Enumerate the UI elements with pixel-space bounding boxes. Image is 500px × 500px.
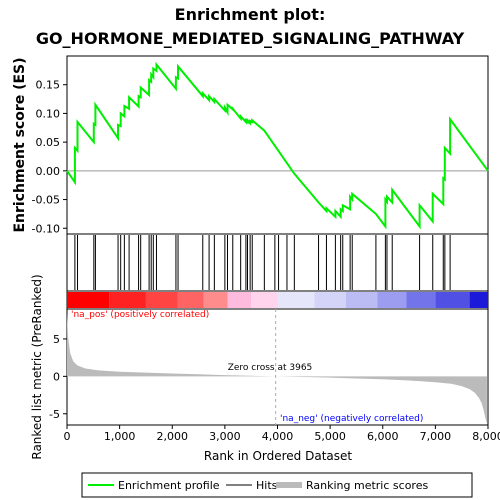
chart-title-line2: GO_HORMONE_MEDIATED_SIGNALING_PATHWAY bbox=[36, 29, 465, 48]
heat-segment bbox=[314, 292, 346, 308]
enrichment-profile-line bbox=[66, 61, 489, 230]
x-tick-label: 6,000 bbox=[367, 430, 399, 443]
x-tick-label: 3,000 bbox=[209, 430, 241, 443]
es-y-tick-label: -0.05 bbox=[32, 194, 60, 207]
heat-segment bbox=[177, 292, 204, 308]
x-tick-label: 0 bbox=[64, 430, 71, 443]
heat-segment bbox=[251, 292, 278, 308]
heat-segment bbox=[67, 292, 110, 308]
x-tick-label: 1,000 bbox=[104, 430, 136, 443]
heat-segment bbox=[109, 292, 146, 308]
metric-y-tick-label: -5 bbox=[49, 408, 60, 421]
heat-segment bbox=[203, 292, 228, 308]
x-axis-label: Rank in Ordered Dataset bbox=[204, 449, 352, 463]
heat-segment bbox=[227, 292, 252, 308]
es-panel-frame bbox=[66, 55, 489, 235]
es-y-axis-label: Enrichment score (ES) bbox=[12, 57, 28, 232]
heat-segment bbox=[435, 292, 470, 308]
legend-profile-label: Enrichment profile bbox=[118, 479, 220, 492]
x-tick-label: 2,000 bbox=[157, 430, 189, 443]
es-y-tick-label: 0.15 bbox=[36, 79, 61, 92]
metric-y-tick-label: 0 bbox=[53, 370, 60, 383]
metric-y-tick-label: 5 bbox=[53, 333, 60, 346]
heat-segment bbox=[145, 292, 178, 308]
hits-panel-frame bbox=[66, 233, 489, 292]
heat-segment bbox=[277, 292, 315, 308]
metric-y-axis-label: Ranked list metric (PreRanked) bbox=[30, 274, 44, 459]
legend-hits-label: Hits bbox=[256, 479, 278, 492]
neg-correlated-label: 'na_neg' (negatively correlated) bbox=[280, 414, 423, 424]
x-tick-label: 4,000 bbox=[262, 430, 294, 443]
heat-segment bbox=[377, 292, 407, 308]
heat-segment bbox=[345, 292, 378, 308]
metric-panel-frame bbox=[66, 308, 489, 426]
x-tick-label: 5,000 bbox=[314, 430, 346, 443]
x-axis: 0 1,000 2,000 3,000 4,000 5,000 6,000 7,000 8,00… bbox=[64, 425, 500, 443]
es-y-axis: -0.10 -0.05 0.00 0.05 0.10 0.15 bbox=[32, 79, 67, 235]
legend-metric-label: Ranking metric scores bbox=[306, 479, 428, 492]
ranking-heat-bar bbox=[67, 292, 488, 308]
x-tick-label: 8,000 bbox=[472, 430, 500, 443]
es-y-tick-label: 0.00 bbox=[36, 165, 61, 178]
es-y-tick-label: 0.10 bbox=[36, 107, 61, 120]
heat-segment bbox=[469, 292, 488, 308]
metric-y-axis: -5 0 5 bbox=[49, 333, 67, 421]
es-y-tick-label: -0.10 bbox=[32, 222, 60, 235]
chart-title-line1: Enrichment plot: bbox=[175, 5, 326, 24]
es-y-tick-label: 0.05 bbox=[36, 136, 61, 149]
pos-correlated-label: 'na_pos' (positively correlated) bbox=[71, 310, 209, 320]
zero-cross-label: Zero cross at 3965 bbox=[228, 363, 313, 373]
hit-markers bbox=[74, 235, 451, 290]
heat-segment bbox=[406, 292, 436, 308]
x-tick-label: 7,000 bbox=[420, 430, 452, 443]
